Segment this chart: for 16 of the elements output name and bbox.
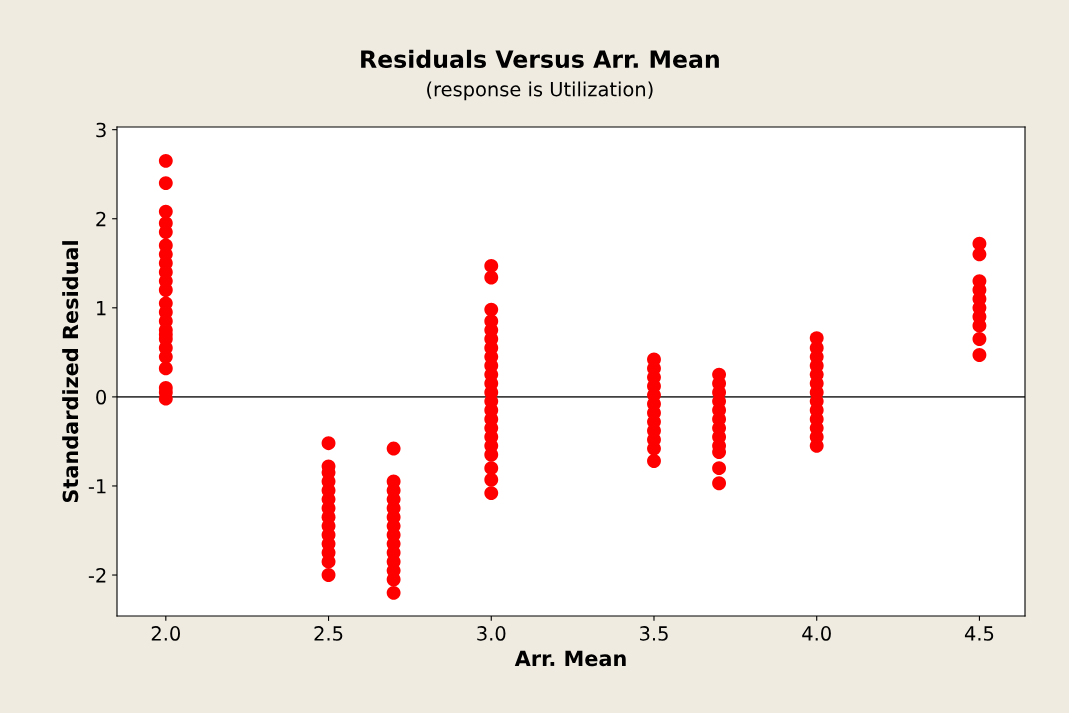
y-tick-label: 1 (97, 301, 106, 316)
y-tick-label: 2 (96, 211, 106, 227)
x-tick-label: 3.5 (640, 626, 668, 641)
x-tick-label: 2.0 (151, 626, 180, 641)
y-tick-label: 3 (96, 122, 106, 138)
y-axis-title: Standardized Residual (62, 241, 79, 503)
y-tick-label: -1 (88, 479, 106, 494)
y-tick-label: 0 (96, 389, 106, 405)
chart-title: Residuals Versus Arr. Mean (361, 49, 719, 69)
x-axis-title: Arr. Mean (514, 650, 626, 667)
x-tick-label: 4.5 (964, 626, 994, 641)
x-tick-label: 3.0 (477, 626, 506, 641)
x-tick-label: 4.0 (802, 626, 831, 641)
x-tick-label: 2.5 (314, 626, 343, 641)
y-tick-label: -2 (88, 567, 106, 583)
chart-subtitle: (response is Utilization) (427, 81, 653, 101)
